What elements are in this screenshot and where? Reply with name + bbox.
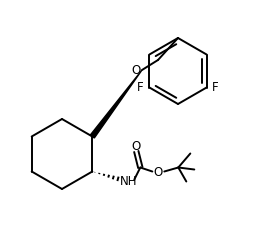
Text: NH: NH (120, 174, 137, 187)
Text: O: O (132, 139, 141, 152)
Text: F: F (137, 81, 144, 94)
Text: F: F (212, 81, 219, 94)
Text: O: O (154, 165, 163, 178)
Text: O: O (131, 64, 141, 77)
Polygon shape (90, 71, 142, 138)
